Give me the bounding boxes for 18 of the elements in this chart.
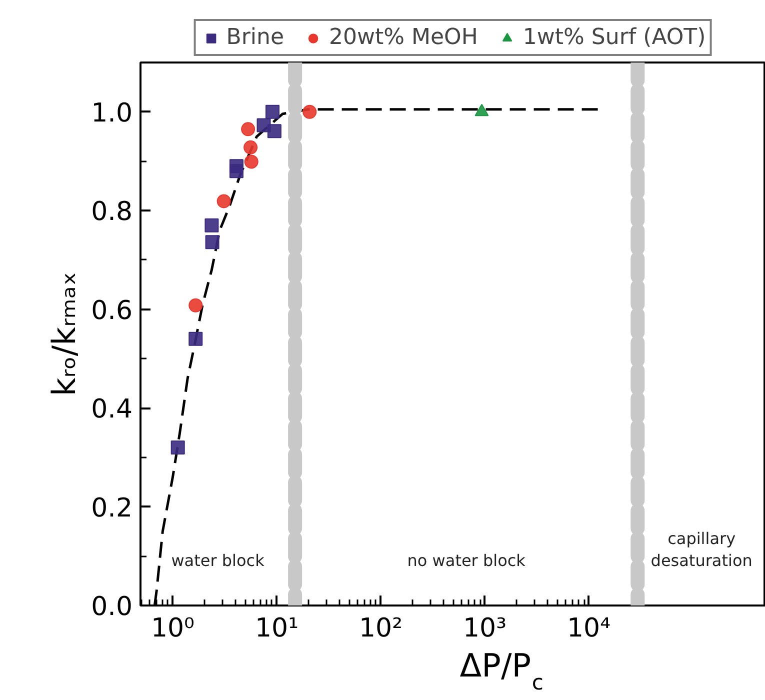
annotation: no water block xyxy=(407,551,526,570)
x-tick-label: 10⁰ xyxy=(150,614,194,644)
x-tick-label: 10¹ xyxy=(254,614,298,644)
x-tick-label: 10² xyxy=(359,614,403,644)
y-tick-label: 0.0 xyxy=(91,592,133,622)
y-axis-title: kᵣₒ/kᵣₘₐₓ xyxy=(45,272,84,396)
y-tick-label: 0.8 xyxy=(91,197,133,228)
x-tick-label: 10⁴ xyxy=(567,614,611,644)
y-tick-label: 1.0 xyxy=(91,98,133,128)
annotation: capillary desaturation xyxy=(650,529,752,570)
y-tick-label: 0.4 xyxy=(91,394,133,425)
y-tick-label: 0.2 xyxy=(91,493,133,524)
y-tick-label: 0.6 xyxy=(91,296,133,326)
x-tick-label: 10³ xyxy=(463,614,507,644)
legend-label: 1wt% Surf (AOT) xyxy=(522,25,706,50)
legend-label: 20wt% MeOH xyxy=(329,25,478,50)
annotation: water block xyxy=(171,551,266,570)
legend-label: Brine xyxy=(226,25,284,50)
